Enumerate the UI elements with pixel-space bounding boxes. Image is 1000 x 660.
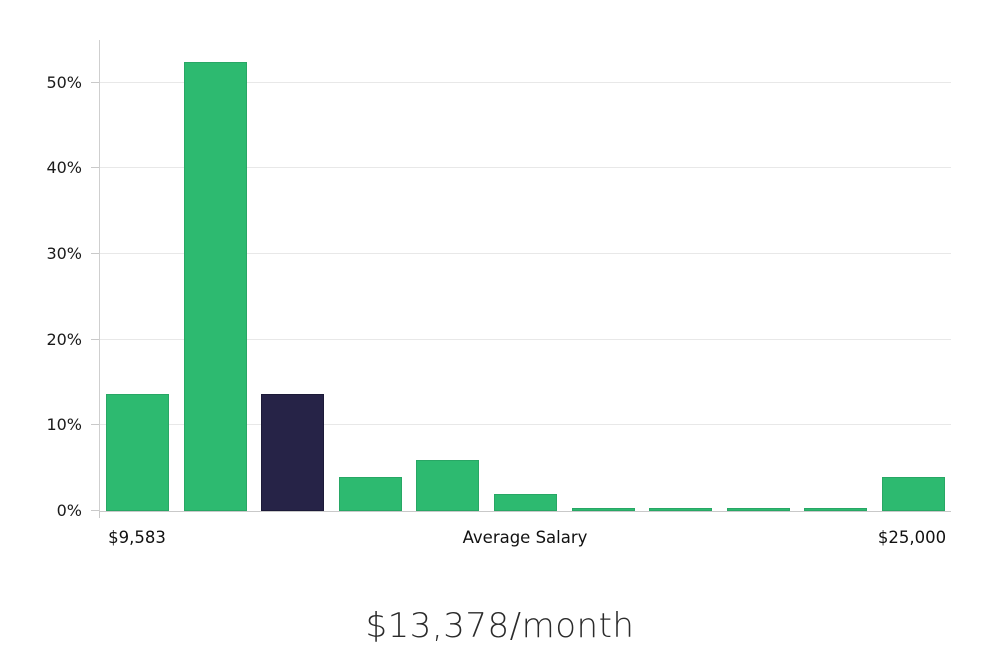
y-tick-mark-50% [91,81,99,83]
x-axis-label-min-salary: $9,583 [108,528,166,547]
bar-salary-bin-6 [494,493,557,511]
gridline-50% [100,81,951,83]
bar-salary-bin-7 [571,508,635,511]
y-tick-mark-30% [91,253,99,255]
y-axis: 0% 10% 20% 30% 40% 50% [0,40,99,519]
gridline-30% [100,253,951,255]
gridline-40% [100,167,951,169]
y-axis-label-10%: 10% [46,415,82,435]
y-tick-mark-20% [91,338,99,340]
x-axis-label-average-salary: Average Salary [462,528,588,547]
bar-salary-bin-5 [416,460,480,511]
y-tick-mark-0% [91,510,99,511]
bar-salary-bin-10 [804,508,868,511]
bar-salary-bin-2 [183,62,247,511]
gridline-10% [100,424,951,426]
average-monthly-salary-title: $13,378/month [365,606,635,646]
bar-salary-bin-9 [726,508,790,511]
x-axis-origin-tick [99,511,100,518]
y-axis-label-50%: 50% [46,72,82,92]
bar-average-salary-highlight [261,393,325,511]
gridline-20% [100,338,951,340]
bar-salary-bin-11 [882,476,945,511]
y-axis-label-20%: 20% [46,329,82,349]
x-axis-label-max-salary: $25,000 [877,528,947,547]
bar-salary-bin-1 [106,393,169,511]
bar-salary-bin-4 [338,476,402,511]
y-tick-mark-10% [91,424,99,426]
plot-area [99,40,951,518]
y-tick-mark-40% [91,167,99,169]
bar-salary-bin-8 [649,508,713,511]
y-axis-label-40%: 40% [46,158,82,178]
y-axis-label-30%: 30% [46,244,82,264]
y-axis-label-0%: 0% [56,501,82,520]
